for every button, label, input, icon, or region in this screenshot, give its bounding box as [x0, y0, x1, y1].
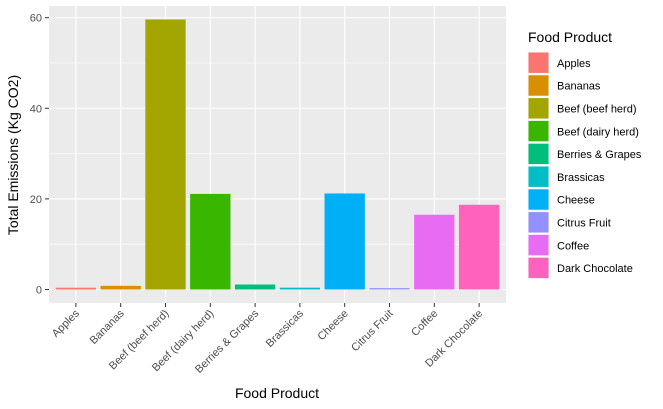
legend-swatch — [528, 212, 549, 233]
bar-beef-beef-herd — [145, 19, 186, 290]
legend-swatch — [528, 52, 549, 73]
bar-bananas — [100, 285, 141, 290]
legend-swatch — [528, 143, 549, 165]
y-axis: 0 20 40 60 — [30, 13, 49, 297]
bar-brassicas — [279, 287, 321, 290]
x-tick-label: Coffee — [409, 308, 440, 339]
bar-citrus-fruit — [369, 288, 410, 290]
y-tick-label: 60 — [30, 13, 42, 25]
x-tick-label: Apples — [50, 307, 83, 340]
legend-swatch — [528, 166, 549, 187]
legend-label: Citrus Fruit — [557, 218, 611, 230]
legend-swatch — [528, 75, 549, 96]
legend-label: Berries & Grapes — [557, 149, 642, 161]
legend-label: Beef (dairy herd) — [557, 126, 639, 138]
x-tick-label: Citrus Fruit — [349, 308, 396, 355]
legend-swatch — [528, 257, 549, 279]
x-tick-label: Cheese — [316, 308, 351, 343]
legend-swatch — [528, 234, 549, 256]
bar-berries-grapes — [234, 284, 276, 290]
legend-swatch — [528, 98, 549, 119]
bars — [55, 19, 500, 290]
bar-cheese — [324, 193, 365, 290]
bar-apples — [55, 287, 97, 290]
legend-label: Brassicas — [557, 172, 605, 184]
y-tick-label: 20 — [30, 194, 42, 206]
bar-beef-dairy-herd — [190, 193, 231, 290]
legend-label: Cheese — [557, 195, 595, 207]
legend-label: Beef (beef herd) — [557, 104, 637, 116]
y-tick-label: 40 — [30, 103, 42, 115]
legend-label: Bananas — [557, 81, 601, 93]
legend: Food Product Apples Bananas Beef (beef her… — [528, 29, 642, 279]
x-axis-title: Food Product — [235, 385, 319, 401]
y-axis-title: Total Emissions (Kg CO2) — [5, 75, 21, 235]
legend-label: Apples — [557, 58, 591, 70]
legend-title: Food Product — [528, 29, 612, 45]
x-tick-label: Brassicas — [264, 307, 307, 350]
legend-label: Coffee — [557, 240, 589, 252]
x-tick-label: Bananas — [88, 307, 128, 347]
legend-swatch — [528, 120, 549, 142]
bar-coffee — [414, 214, 455, 290]
bar-dark-chocolate — [458, 204, 500, 290]
legend-label: Dark Chocolate — [557, 263, 633, 275]
y-tick-label: 0 — [36, 285, 42, 297]
legend-swatch — [528, 189, 549, 210]
